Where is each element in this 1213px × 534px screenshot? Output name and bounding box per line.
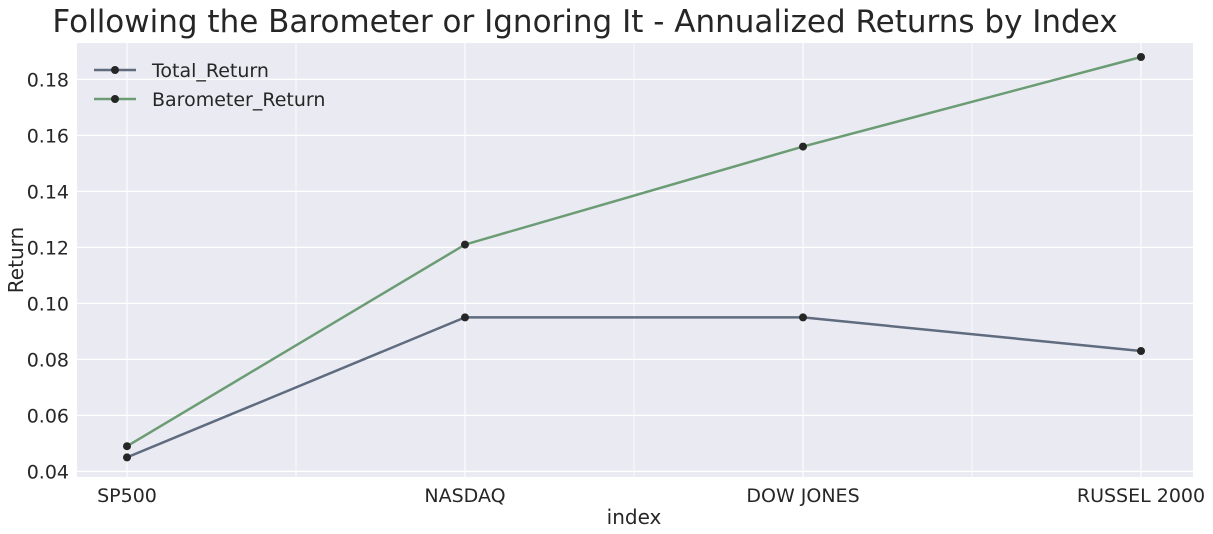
series-barometer-return (123, 53, 1145, 451)
x-tick-label: NASDAQ (424, 485, 505, 507)
y-tick-label: 0.14 (27, 181, 69, 203)
data-point (123, 453, 131, 462)
data-point (1137, 347, 1145, 355)
legend-marker (111, 66, 119, 74)
data-point (461, 313, 469, 322)
legend-marker (111, 95, 119, 103)
y-axis-label: Return (4, 227, 28, 293)
series-layer (123, 53, 1145, 462)
series-total-return (123, 313, 1145, 462)
y-tick-label: 0.10 (27, 293, 69, 315)
grid-lines (77, 43, 1193, 477)
x-tick-label: SP500 (97, 485, 157, 507)
y-tick-label: 0.08 (27, 349, 69, 371)
y-tick-label: 0.18 (27, 69, 69, 91)
y-tick-label: 0.12 (27, 237, 69, 259)
data-point (799, 313, 807, 322)
plot-area (77, 43, 1193, 477)
legend-label: Total_Return (151, 60, 269, 82)
y-axis-ticks: 0.04 0.06 0.08 0.10 0.12 0.14 0.16 0.18 (27, 69, 69, 483)
series-line (126, 316, 1142, 459)
data-point (461, 240, 469, 249)
series-line (126, 55, 1142, 448)
y-tick-label: 0.04 (27, 461, 69, 483)
x-axis-label: index (607, 505, 662, 529)
legend: Total_Return Barometer_Return (94, 60, 325, 111)
legend-label: Barometer_Return (152, 89, 325, 111)
legend-item: Barometer_Return (94, 89, 325, 111)
data-point (799, 142, 807, 151)
chart-title: Following the Barometer or Ignoring It -… (52, 4, 1117, 40)
data-point (1137, 53, 1145, 61)
x-tick-label: RUSSEL 2000 (1077, 485, 1205, 507)
x-tick-label: DOW JONES (746, 485, 859, 507)
y-tick-label: 0.16 (27, 125, 69, 147)
data-point (123, 442, 131, 451)
legend-item: Total_Return (94, 60, 269, 82)
x-axis-ticks: SP500 NASDAQ DOW JONES RUSSEL 2000 (97, 485, 1205, 507)
y-tick-label: 0.06 (27, 405, 69, 427)
